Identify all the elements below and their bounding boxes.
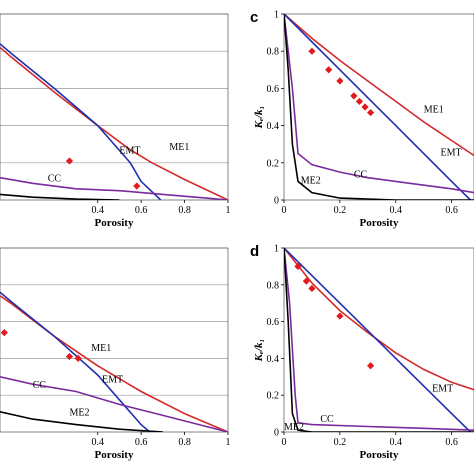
curve-label-me1: ME1 bbox=[169, 142, 189, 153]
curve-label-cc: CC bbox=[320, 414, 334, 425]
panel-label: d bbox=[250, 243, 259, 260]
curve-label-cc: CC bbox=[48, 173, 62, 184]
unlabeled-series-line bbox=[0, 193, 120, 200]
curve-label-cc: CC bbox=[354, 170, 368, 181]
y-tick-label: 0.6 bbox=[267, 317, 280, 328]
x-axis-label: Porosity bbox=[95, 449, 134, 461]
panel-0: 0.4 0.6 0.8 1 Porosity ME1 EMT CC bbox=[0, 13, 231, 229]
data-marker bbox=[0, 329, 8, 337]
y-tick-label: 1 bbox=[274, 244, 279, 255]
data-marker bbox=[336, 77, 344, 85]
x-tick-label: 0 bbox=[282, 205, 287, 216]
me2-series-line bbox=[0, 411, 163, 432]
cc-series-line bbox=[284, 247, 474, 431]
x-tick-label: 0 bbox=[282, 437, 287, 448]
panel-label: c bbox=[250, 9, 258, 26]
plot-frame bbox=[0, 13, 229, 201]
x-tick-label: 0.8 bbox=[178, 205, 191, 216]
x-tick-label: 0.6 bbox=[135, 205, 148, 216]
emt-series-line bbox=[0, 43, 162, 200]
cc-series-line bbox=[0, 376, 228, 432]
x-tick-label: 0.6 bbox=[445, 205, 458, 216]
curve-label-emt: EMT bbox=[432, 384, 453, 395]
y-tick-label: 0.2 bbox=[267, 391, 280, 402]
curve-label-emt: EMT bbox=[119, 146, 140, 157]
emt-series-line bbox=[284, 13, 471, 200]
me2-series-line bbox=[284, 13, 474, 200]
y-tick-label: 1 bbox=[274, 10, 279, 21]
cc-series-line bbox=[0, 176, 228, 200]
x-axis-label: Porosity bbox=[360, 217, 399, 229]
y-axis-label: Kₑ/k₁ bbox=[253, 106, 265, 130]
y-tick-label: 0 bbox=[274, 428, 279, 439]
curve-label-emt: EMT bbox=[440, 147, 461, 158]
x-tick-label: 1 bbox=[226, 205, 231, 216]
x-tick-label: 1 bbox=[226, 437, 231, 448]
panel-1: 0 0.2 0.4 0.6 0 0.2 0.4 0.6 0.8 1 Porosity Kₑ/k₁ ME1… bbox=[250, 9, 474, 229]
y-tick-label: 0.6 bbox=[267, 84, 280, 95]
data-marker bbox=[302, 277, 310, 285]
curve-label-emt: EMT bbox=[102, 374, 123, 385]
curve-label-me2: ME2 bbox=[69, 407, 89, 418]
data-marker bbox=[133, 182, 141, 190]
me2-series-line bbox=[284, 247, 474, 432]
curve-label-cc: CC bbox=[33, 380, 47, 391]
x-tick-label: 0.2 bbox=[334, 437, 347, 448]
y-tick-label: 0 bbox=[274, 196, 279, 207]
panel-3: 0 0.2 0.4 0.6 0 0.2 0.4 0.6 0.8 1 Porosity Kₑ/k₁ EMT… bbox=[250, 243, 474, 461]
me1-series-line bbox=[284, 247, 474, 391]
curve-label-me1: ME1 bbox=[424, 105, 444, 116]
data-marker bbox=[325, 66, 333, 74]
x-tick-label: 0.4 bbox=[390, 205, 403, 216]
x-tick-label: 0.8 bbox=[178, 437, 191, 448]
y-tick-label: 0.8 bbox=[267, 280, 280, 291]
curve-label-me2: ME2 bbox=[301, 175, 321, 186]
data-marker bbox=[74, 354, 82, 362]
data-marker bbox=[336, 312, 344, 320]
data-marker bbox=[367, 362, 375, 370]
emt-series-line bbox=[284, 247, 471, 432]
data-marker bbox=[350, 92, 358, 100]
x-tick-label: 0.6 bbox=[445, 437, 458, 448]
x-tick-label: 0.4 bbox=[91, 205, 104, 216]
plot-frame bbox=[0, 247, 229, 433]
data-marker bbox=[367, 108, 375, 117]
me1-series-line bbox=[0, 295, 228, 432]
data-marker bbox=[65, 352, 74, 361]
x-axis-label: Porosity bbox=[95, 217, 134, 229]
me1-series-line bbox=[0, 46, 228, 200]
x-tick-label: 0.6 bbox=[135, 437, 148, 448]
emt-series-line bbox=[0, 291, 151, 432]
data-marker bbox=[355, 97, 364, 106]
data-marker bbox=[361, 103, 369, 111]
cc-series-line bbox=[284, 13, 474, 194]
y-tick-label: 0.8 bbox=[267, 47, 280, 58]
data-marker bbox=[65, 157, 74, 165]
x-tick-label: 0.4 bbox=[390, 437, 403, 448]
data-marker bbox=[308, 47, 316, 55]
panel-2: 0.4 0.6 0.8 1 Porosity ME1 EMT CC ME2 bbox=[0, 247, 231, 461]
curve-label-me1: ME1 bbox=[91, 343, 111, 354]
curve-label-me2: ME2 bbox=[284, 422, 304, 433]
x-tick-label: 0.2 bbox=[334, 205, 347, 216]
me1-series-line bbox=[284, 13, 474, 157]
y-axis-label: Kₑ/k₁ bbox=[253, 339, 265, 363]
data-marker bbox=[294, 262, 302, 270]
y-tick-label: 0.2 bbox=[267, 158, 280, 169]
x-axis-label: Porosity bbox=[360, 449, 399, 461]
y-tick-label: 0.4 bbox=[267, 121, 280, 132]
data-marker bbox=[308, 284, 316, 293]
y-tick-label: 0.4 bbox=[267, 354, 280, 365]
x-tick-label: 0.4 bbox=[91, 437, 104, 448]
